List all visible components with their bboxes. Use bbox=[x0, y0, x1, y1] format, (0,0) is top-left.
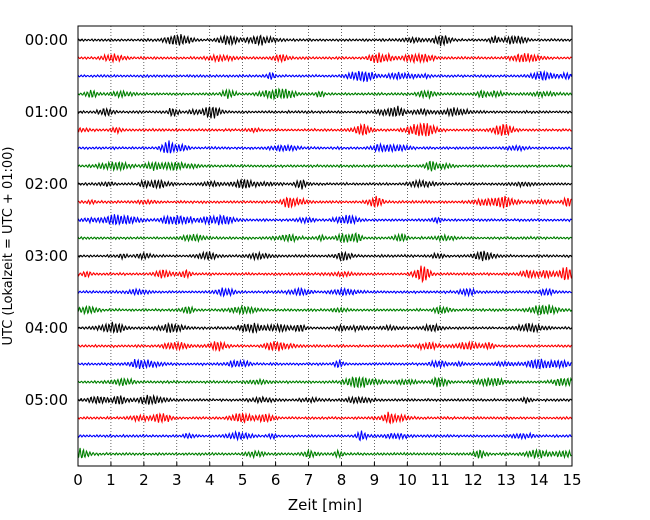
trace-row-0330 bbox=[77, 286, 572, 298]
y-axis-label: UTC (Lokalzeit = UTC + 01:00) bbox=[1, 147, 16, 346]
trace-row-0015 bbox=[77, 51, 572, 65]
trace-row-0400 bbox=[77, 321, 572, 334]
trace-row-0515 bbox=[77, 411, 572, 425]
x-tick-label: 2 bbox=[139, 471, 149, 489]
trace-row-0530 bbox=[77, 429, 572, 442]
x-axis-ticks: 0 1 2 3 4 5 6 7 8 9 10 11 12 13 14 15 bbox=[73, 462, 582, 489]
x-tick-label: 11 bbox=[431, 471, 450, 489]
trace-row-0315 bbox=[77, 265, 573, 284]
trace-row-0430 bbox=[77, 358, 572, 370]
trace-row-0130 bbox=[77, 140, 572, 154]
x-tick-label: 5 bbox=[238, 471, 248, 489]
plot-frame bbox=[77, 25, 573, 467]
vertical-gridlines bbox=[110, 26, 540, 466]
trace-row-0500 bbox=[77, 393, 572, 406]
trace-row-0230 bbox=[77, 213, 572, 226]
trace-row-0300 bbox=[77, 250, 572, 262]
trace-row-0215 bbox=[77, 195, 572, 209]
trace-row-0030 bbox=[77, 69, 573, 83]
y-tick-label: 00:00 bbox=[25, 31, 68, 49]
x-tick-label: 3 bbox=[172, 471, 182, 489]
x-tick-label: 0 bbox=[73, 471, 83, 489]
y-tick-label: 01:00 bbox=[25, 103, 68, 121]
y-tick-label: 05:00 bbox=[25, 391, 68, 409]
trace-row-0445 bbox=[77, 375, 573, 389]
trace-row-0115 bbox=[77, 121, 572, 137]
x-axis-label: Zeit [min] bbox=[288, 496, 362, 514]
seismic-traces bbox=[77, 33, 573, 460]
x-tick-label: 10 bbox=[398, 471, 417, 489]
trace-row-0100 bbox=[77, 105, 572, 119]
x-tick-label: 14 bbox=[530, 471, 549, 489]
y-tick-label: 02:00 bbox=[25, 175, 68, 193]
y-axis-ticks: 00:00 01:00 02:00 03:00 04:00 05:00 bbox=[25, 31, 82, 409]
trace-row-0000 bbox=[77, 33, 572, 47]
trace-row-0415 bbox=[77, 340, 572, 352]
x-tick-label: 12 bbox=[464, 471, 483, 489]
x-tick-label: 4 bbox=[205, 471, 215, 489]
y-tick-label: 04:00 bbox=[25, 319, 68, 337]
x-tick-label: 9 bbox=[370, 471, 380, 489]
x-tick-label: 1 bbox=[106, 471, 116, 489]
y-tick-label: 03:00 bbox=[25, 247, 68, 265]
trace-row-0545 bbox=[77, 447, 572, 460]
trace-row-0345 bbox=[77, 304, 572, 317]
x-tick-label: 13 bbox=[497, 471, 516, 489]
x-tick-label: 6 bbox=[271, 471, 281, 489]
trace-row-0245 bbox=[77, 231, 572, 244]
x-tick-label: 7 bbox=[304, 471, 314, 489]
trace-row-0200 bbox=[77, 178, 572, 190]
x-tick-label: 15 bbox=[562, 471, 581, 489]
x-tick-label: 8 bbox=[337, 471, 347, 489]
trace-row-0045 bbox=[77, 87, 572, 101]
trace-row-0145 bbox=[77, 160, 572, 173]
